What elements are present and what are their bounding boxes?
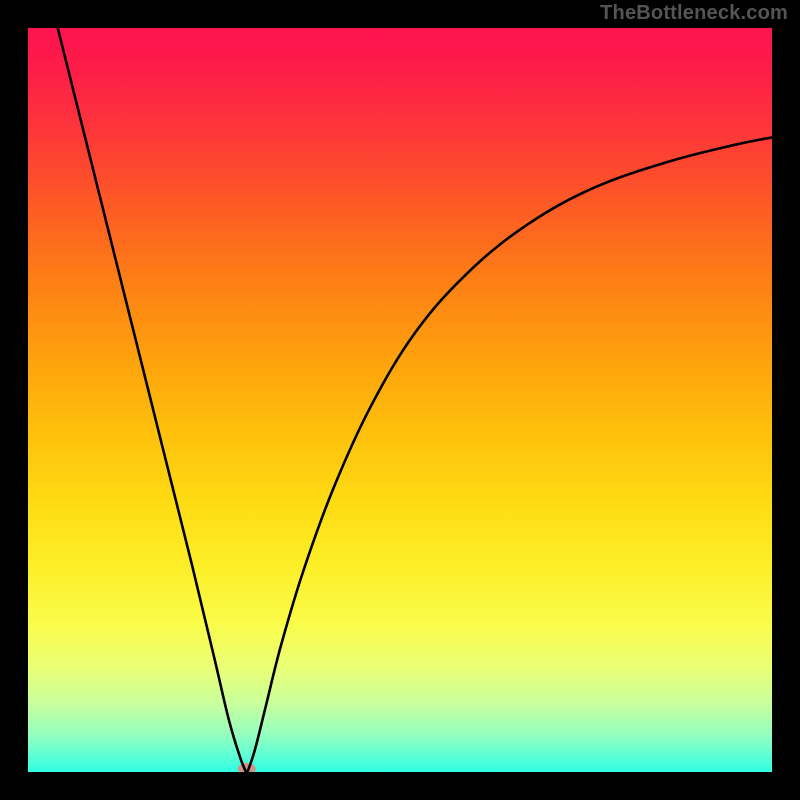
curve-svg	[28, 28, 772, 772]
watermark-text: TheBottleneck.com	[600, 2, 788, 25]
curve-right-branch	[247, 137, 772, 772]
plot-area	[28, 28, 772, 772]
curve-left-branch	[58, 28, 246, 772]
